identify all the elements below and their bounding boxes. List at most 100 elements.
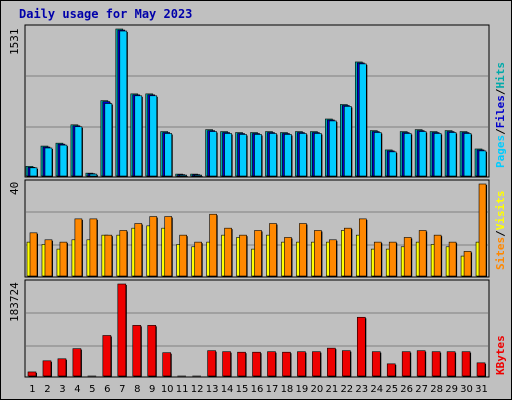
kbytes-bar [371, 351, 381, 377]
kbytes-bar [386, 363, 396, 377]
day-tick-label: 10 [161, 384, 174, 395]
pages-bar [44, 147, 53, 177]
mid-max-label: 40 [8, 182, 21, 195]
kbytes-bar [207, 350, 216, 377]
day-tick-label: 23 [355, 384, 368, 395]
pages-bar [299, 133, 307, 177]
pages-bar [403, 133, 412, 177]
pages-bar [59, 144, 68, 177]
day-tick-label: 18 [281, 384, 294, 395]
day-tick-label: 15 [236, 384, 249, 395]
sites-bar [149, 216, 158, 277]
kbytes-bar [356, 316, 366, 377]
pages-bar [104, 103, 113, 177]
kbytes-bar [342, 350, 351, 377]
pages-bar [224, 133, 232, 177]
sites-bar [44, 239, 53, 277]
pages-bar [373, 132, 382, 177]
day-tick-label: 16 [251, 384, 264, 395]
day-tick-label: 31 [475, 384, 488, 395]
sites-bar [134, 223, 143, 277]
day-tick-label: 20 [311, 384, 324, 395]
pages-bar-shadow [195, 176, 203, 177]
sites-bar [463, 251, 472, 277]
kbytes-bar [42, 360, 52, 377]
sites-bar [284, 237, 292, 277]
sites-bar [418, 230, 427, 277]
sites-bar [224, 227, 232, 277]
sites-bar [104, 234, 113, 277]
kbytes-bar [57, 358, 67, 377]
pages-bar [74, 126, 83, 177]
sites-bar [433, 234, 442, 277]
pages-bar [463, 133, 472, 177]
bottom-legend: KBytes [494, 335, 507, 375]
kbytes-bar [252, 351, 261, 377]
sites-bar [388, 241, 397, 277]
bottom-max-label: 183724 [8, 282, 21, 322]
sites-bar [74, 218, 83, 277]
day-tick-label: 29 [445, 384, 458, 395]
pages-bar [314, 133, 322, 177]
chart-title: Daily usage for May 2023 [19, 7, 193, 21]
day-tick-label: 14 [221, 384, 234, 395]
kbytes-bar [476, 362, 486, 377]
pages-bar-shadow [180, 176, 188, 177]
day-tick-label: 19 [296, 384, 309, 395]
top-legend: Pages/Files/Hits [494, 62, 507, 168]
day-tick-label: 24 [370, 384, 383, 395]
sites-bar [314, 230, 322, 277]
pages-bar [29, 167, 38, 177]
sites-bar [403, 237, 412, 277]
kbytes-bar [416, 350, 426, 377]
day-tick-label: 25 [385, 384, 398, 395]
day-tick-label: 2 [44, 384, 50, 395]
kbytes-bar [282, 351, 291, 377]
kbytes-bar [27, 371, 37, 377]
day-tick-label: 17 [266, 384, 279, 395]
sites-bar [89, 218, 98, 277]
kbytes-bar [147, 325, 157, 377]
kbytes-bar [132, 325, 142, 377]
pages-bar [164, 133, 173, 177]
kbytes-bar [401, 351, 411, 377]
pages-bar [448, 132, 457, 177]
sites-bar [344, 227, 352, 277]
pages-bar [254, 134, 262, 177]
pages-bar [388, 151, 397, 177]
day-tick-label: 9 [149, 384, 155, 395]
pages-bar [119, 30, 128, 177]
day-tick-label: 8 [134, 384, 140, 395]
kbytes-bar [117, 283, 127, 377]
day-tick-label: 5 [89, 384, 95, 395]
day-tick-label: 28 [430, 384, 443, 395]
pages-bar [134, 95, 143, 177]
pages-bar [433, 133, 442, 177]
sites-bar [448, 241, 457, 277]
kbytes-bar [267, 351, 276, 377]
sites-bar [164, 216, 173, 277]
day-tick-label: 22 [340, 384, 353, 395]
day-tick-label: 30 [460, 384, 473, 395]
sites-bar [358, 218, 367, 277]
kbytes-bar [446, 351, 456, 377]
top-max-label: 1531 [8, 29, 21, 56]
day-tick-label: 12 [191, 384, 204, 395]
kbytes-bar [312, 351, 321, 377]
mid-legend: Sites/Visits [494, 191, 507, 271]
sites-bar [478, 183, 487, 277]
kbytes-bar [327, 347, 336, 377]
pages-bar [344, 106, 352, 177]
sites-bar [269, 223, 277, 277]
day-tick-label: 1 [29, 384, 35, 395]
sites-bar [209, 213, 217, 277]
sites-bar [59, 241, 68, 277]
kbytes-bar [431, 351, 441, 377]
sites-bar [299, 223, 307, 277]
sites-bar [239, 234, 247, 277]
pages-bar [239, 134, 247, 177]
pages-bar [209, 131, 217, 177]
pages-bar [89, 173, 98, 177]
kbytes-bar [72, 348, 82, 377]
